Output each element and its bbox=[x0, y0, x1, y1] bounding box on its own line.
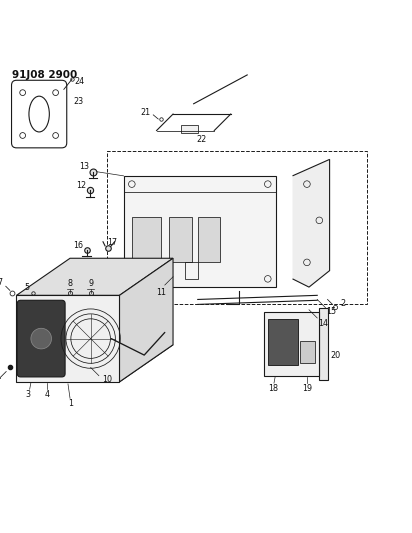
Text: 18: 18 bbox=[268, 384, 278, 392]
Bar bbox=[16, 295, 119, 382]
Text: 2: 2 bbox=[341, 299, 346, 308]
Text: 14: 14 bbox=[318, 319, 328, 328]
Text: 20: 20 bbox=[331, 351, 341, 360]
Bar bbox=[107, 151, 367, 304]
Text: 10: 10 bbox=[102, 375, 112, 384]
FancyBboxPatch shape bbox=[17, 300, 65, 377]
Text: 4: 4 bbox=[45, 390, 50, 399]
Polygon shape bbox=[16, 259, 173, 295]
Text: 7: 7 bbox=[0, 278, 2, 287]
Text: 1: 1 bbox=[68, 399, 74, 408]
Bar bbox=[124, 176, 276, 287]
Circle shape bbox=[31, 328, 52, 349]
Bar bbox=[132, 217, 161, 262]
Text: 11: 11 bbox=[156, 287, 166, 296]
Polygon shape bbox=[16, 345, 173, 382]
Text: 9: 9 bbox=[88, 279, 93, 288]
Polygon shape bbox=[119, 259, 173, 382]
Text: 17: 17 bbox=[107, 238, 117, 247]
Text: 23: 23 bbox=[73, 97, 83, 106]
Polygon shape bbox=[293, 159, 330, 287]
Text: 5: 5 bbox=[24, 284, 29, 293]
Text: 13: 13 bbox=[80, 162, 89, 171]
Text: 12: 12 bbox=[77, 181, 87, 190]
Bar bbox=[185, 262, 198, 279]
Bar bbox=[300, 341, 316, 364]
Text: 8: 8 bbox=[68, 279, 73, 288]
Text: 91J08 2900: 91J08 2900 bbox=[12, 70, 77, 80]
Text: 16: 16 bbox=[73, 240, 83, 249]
Bar bbox=[181, 125, 198, 133]
Text: 15: 15 bbox=[327, 308, 337, 316]
Bar bbox=[264, 312, 319, 376]
Text: 21: 21 bbox=[140, 108, 150, 117]
Text: 3: 3 bbox=[26, 390, 30, 399]
Text: 19: 19 bbox=[302, 384, 312, 392]
Bar bbox=[268, 319, 298, 366]
Bar bbox=[319, 308, 328, 380]
Bar bbox=[169, 217, 192, 262]
Text: 24: 24 bbox=[74, 77, 84, 86]
Bar bbox=[198, 217, 220, 262]
Text: 22: 22 bbox=[197, 135, 207, 144]
